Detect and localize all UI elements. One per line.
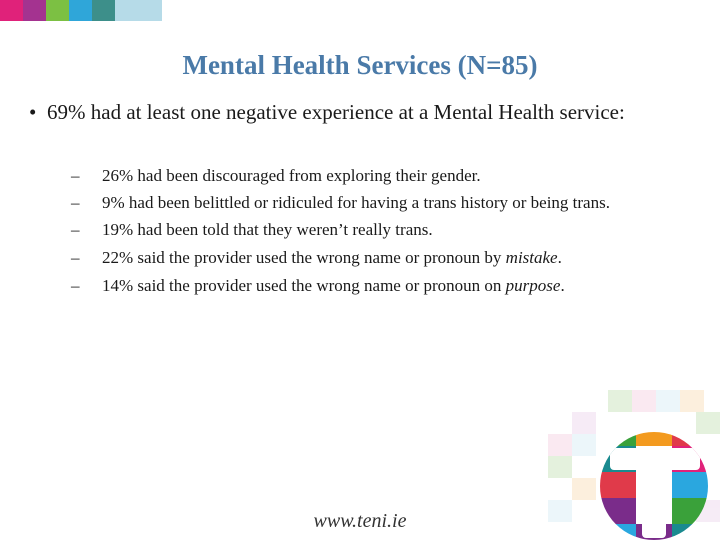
color-swatch	[23, 0, 46, 21]
list-item: – 9% had been belittled or ridiculed for…	[71, 191, 671, 215]
bullet-marker: •	[29, 100, 37, 124]
list-item-text: 14% said the provider used the wrong nam…	[102, 276, 506, 295]
dash-marker: –	[71, 220, 80, 239]
list-item-text: 26% had been discouraged from exploring …	[102, 166, 481, 185]
color-swatch	[92, 0, 115, 21]
list-item: – 19% had been told that they weren’t re…	[71, 217, 671, 243]
dash-marker: –	[71, 248, 80, 267]
main-bullet-text: 69% had at least one negative experience…	[47, 100, 625, 124]
top-color-strip	[0, 0, 162, 21]
sub-bullet-list: – 26% had been discouraged from explorin…	[71, 163, 671, 301]
teni-logo	[548, 380, 720, 540]
emphasis-mistake: mistake	[505, 248, 558, 267]
list-item-text: 9% had been belittled or ridiculed for h…	[102, 193, 610, 212]
website-footer: www.teni.ie	[313, 510, 407, 532]
list-item: – 14% said the provider used the wrong n…	[71, 273, 671, 299]
dash-marker: –	[71, 193, 80, 212]
emphasis-purpose: purpose	[505, 276, 561, 295]
list-item-tail: .	[560, 276, 565, 295]
dash-marker: –	[71, 166, 80, 185]
color-swatch	[115, 0, 162, 21]
color-swatch	[69, 0, 92, 21]
color-swatch	[0, 0, 23, 21]
dash-marker: –	[71, 276, 80, 295]
list-item-tail: .	[557, 248, 562, 267]
list-item-text: 19% had been told that they weren’t real…	[102, 220, 433, 239]
main-bullet: • 69% had at least one negative experien…	[29, 100, 667, 125]
list-item-text: 22% said the provider used the wrong nam…	[102, 248, 506, 267]
color-swatch	[46, 0, 69, 21]
list-item: – 26% had been discouraged from explorin…	[71, 163, 671, 189]
teni-logo-graphic	[548, 390, 720, 540]
list-item: – 22% said the provider used the wrong n…	[71, 245, 671, 271]
slide-title: Mental Health Services (N=85)	[182, 50, 538, 80]
